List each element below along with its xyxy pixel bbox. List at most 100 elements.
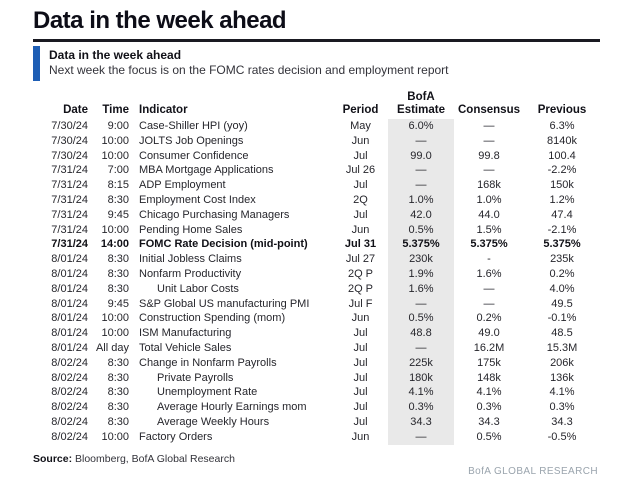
cell-estimate: 0.5% [388,311,454,327]
table-row: 8/01/24 8:30 Nonfarm Productivity 2Q P 1… [33,266,600,282]
table-row: 8/02/24 10:00 Factory Orders Jun — 0.5% … [33,429,600,445]
cell-time: 10:00 [101,312,129,325]
cell-indicator: Consumer Confidence [139,149,249,162]
cell-date: 7/31/24 [51,208,88,221]
table-row: 7/31/24 9:45 Chicago Purchasing Managers… [33,207,600,223]
cell-time: 8:30 [107,401,129,414]
cell-date: 8/01/24 [51,267,88,280]
cell-previous: 48.5 [551,327,573,340]
cell-estimate: 6.0% [388,119,454,134]
cell-indicator: ADP Employment [139,179,226,192]
cell-previous: 47.4 [551,208,573,221]
cell-estimate: 1.9% [388,266,454,282]
table-row: 7/31/24 14:00 FOMC Rate Decision (mid-po… [33,237,600,253]
cell-consensus: 4.1% [476,386,502,399]
cell-estimate: 34.3 [388,414,454,430]
cell-period: Jul [353,415,368,428]
cell-period: Jul 27 [345,253,376,266]
cell-estimate: 230k [388,252,454,267]
cell-estimate: — [388,429,454,445]
cell-date: 7/30/24 [51,134,88,147]
cell-estimate: 42.0 [388,207,454,223]
cell-indicator: ISM Manufacturing [139,327,232,340]
cell-indicator: Average Hourly Earnings mom [157,401,307,414]
table-row: 7/30/24 9:00 Case-Shiller HPI (yoy) May … [33,119,600,134]
cell-date: 7/30/24 [51,120,88,132]
col-header-consensus: Consensus [458,104,520,116]
cell-time: 8:30 [107,386,129,399]
cell-date: 8/02/24 [51,386,88,399]
table-row: 7/31/24 8:30 Employment Cost Index 2Q 1.… [33,192,600,208]
cell-previous: -0.5% [547,430,577,443]
cell-indicator: Employment Cost Index [139,193,256,206]
col-header-period: Period [342,104,379,116]
cell-consensus: 148k [477,371,501,384]
cell-previous: 49.5 [551,297,573,310]
table-body: 7/30/24 9:00 Case-Shiller HPI (yoy) May … [33,119,600,445]
cell-previous: 100.4 [548,149,576,162]
cell-indicator: Chicago Purchasing Managers [139,208,290,221]
table-row: 8/01/24 8:30 Initial Jobless Claims Jul … [33,252,600,267]
cell-period: Jul [353,149,368,162]
cell-indicator: Initial Jobless Claims [139,253,242,266]
title-rule [33,39,600,42]
cell-time: 10:00 [101,430,129,443]
cell-estimate: 0.5% [388,222,454,238]
cell-date: 8/02/24 [51,356,88,369]
cell-period: Jun [351,430,370,443]
cell-consensus: - [487,253,491,266]
table-row: 8/02/24 8:30 Unemployment Rate Jul 4.1% … [33,385,600,401]
cell-date: 8/01/24 [51,327,88,340]
cell-estimate: — [388,163,454,179]
cell-date: 7/31/24 [51,238,88,251]
source-text: Bloomberg, BofA Global Research [72,452,235,465]
cell-period: Jul [353,386,368,399]
cell-previous: 0.3% [549,401,575,414]
cell-indicator: Construction Spending (mom) [139,312,286,325]
cell-date: 8/01/24 [51,282,88,295]
cell-previous: 136k [550,371,574,384]
cell-consensus: 49.0 [478,327,500,340]
cell-indicator: FOMC Rate Decision (mid-point) [139,238,308,251]
cell-period: Jul F [348,297,373,310]
cell-consensus: 0.3% [476,401,502,414]
cell-estimate: — [388,340,454,356]
cell-consensus: 5.375% [470,238,508,251]
table-row: 8/02/24 8:30 Average Weekly Hours Jul 34… [33,414,600,430]
cell-consensus: 0.2% [476,312,502,325]
cell-previous: 150k [550,179,574,192]
cell-period: Jun [351,312,370,325]
cell-time: 8:30 [107,253,129,266]
brand-mark: BofA GLOBAL RESEARCH [468,466,598,477]
cell-date: 7/31/24 [51,179,88,192]
cell-estimate: 99.0 [388,148,454,164]
cell-time: 10:00 [101,223,129,236]
cell-previous: 1.2% [549,193,575,206]
source-label: Source: [33,452,73,465]
table-row: 7/30/24 10:00 JOLTS Job Openings Jun — —… [33,133,600,149]
cell-period: Jul [353,208,368,221]
table-row: 8/02/24 8:30 Private Payrolls Jul 180k 1… [33,370,600,386]
cell-estimate: — [388,178,454,193]
col-header-previous: Previous [537,104,587,116]
cell-date: 8/01/24 [51,297,88,310]
cell-date: 7/31/24 [51,193,88,206]
cell-previous: 4.1% [549,386,575,399]
cell-period: Jul [353,179,368,192]
cell-previous: 6.3% [549,120,575,132]
cell-period: Jun [351,134,370,147]
cell-period: May [350,120,371,132]
cell-date: 8/02/24 [51,430,88,443]
cell-indicator: Unemployment Rate [157,386,258,399]
cell-consensus: 99.8 [478,149,500,162]
page-title: Data in the week ahead [33,7,287,34]
cell-period: Jun [351,223,370,236]
cell-estimate: 0.3% [388,400,454,415]
cell-indicator: Nonfarm Productivity [139,267,242,280]
cell-time: 9:45 [107,208,129,221]
cell-consensus: 168k [477,179,501,192]
cell-time: 8:30 [107,356,129,369]
cell-previous: 4.0% [549,282,575,295]
table-row: 7/30/24 10:00 Consumer Confidence Jul 99… [33,148,600,164]
